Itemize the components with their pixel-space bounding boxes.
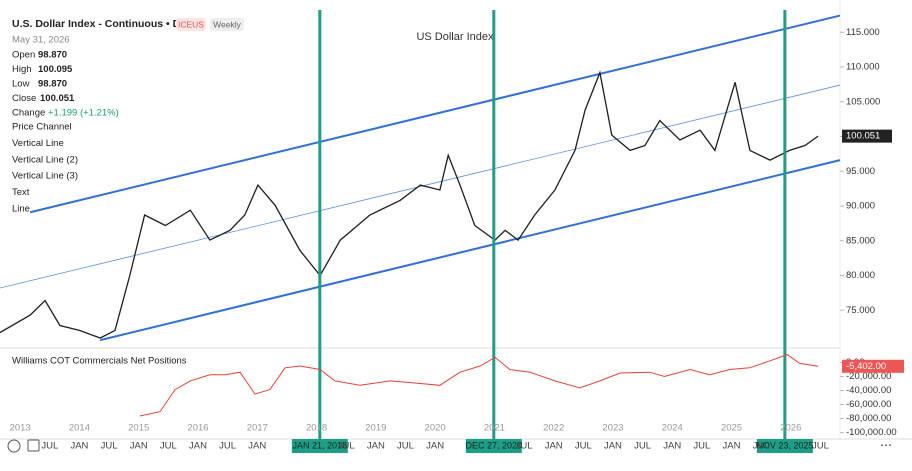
x-tick-label: JUL (693, 441, 710, 452)
ohlc-value: 100.095 (38, 64, 73, 75)
change: +1.199 (+1.21%) (48, 108, 119, 119)
price-tag (842, 129, 892, 143)
x-tick-label: JUL (160, 441, 177, 452)
x-tick-label: JAN (189, 441, 207, 452)
y-tick-label: 105.000 (846, 96, 880, 107)
y-tick-label: -40,000.00 (846, 385, 891, 396)
drawing-item: Vertical Line (12, 138, 64, 149)
date-tag-label: NOV 23, 2025 (756, 440, 813, 450)
x-tick-label: JAN (604, 441, 622, 452)
channel-line (0, 84, 841, 289)
ohlc-value: 98.870 (38, 79, 67, 90)
x-tick-label: JUL (338, 441, 355, 452)
x-tick-label: JUL (101, 441, 118, 452)
interval: Weekly (213, 19, 241, 29)
drawing-item: Line (12, 204, 30, 215)
x-tick-label: JAN (723, 441, 741, 452)
drawing-item: Price Channel (12, 122, 72, 133)
channel-line (29, 14, 841, 214)
calendar-icon[interactable] (27, 439, 40, 452)
year-label: 2025 (721, 423, 742, 434)
x-tick-label: JAN (545, 441, 563, 452)
channel-line (99, 159, 841, 342)
date: May 31, 2026 (12, 35, 70, 46)
year-label: 2017 (247, 423, 268, 434)
x-tick-label: JUL (575, 441, 592, 452)
year-label: 2015 (128, 423, 149, 434)
price-tag (842, 359, 904, 373)
price-tag-label: -5,402.00 (846, 361, 886, 372)
date-tag (756, 439, 813, 453)
year-label: 2018 (306, 423, 327, 434)
series-line (0, 70, 819, 339)
ohlc-label: Close (12, 93, 36, 104)
more-icon[interactable]: ⋯ (880, 438, 892, 452)
drawing-item: Vertical Line (2) (12, 154, 78, 165)
exchange: ICEUS (178, 19, 204, 29)
x-tick-label: JUL (219, 441, 236, 452)
change-label: Change (12, 108, 45, 119)
badge (176, 18, 206, 31)
header: U.S. Dollar Index - Continuous • DX_1 IC… (12, 18, 244, 119)
year-label: 2020 (425, 423, 446, 434)
y-tick-label: 85.000 (846, 235, 875, 246)
series-line (139, 354, 819, 417)
year-label: 2023 (602, 423, 623, 434)
x-tick-label: JAN (70, 441, 88, 452)
y-tick-label: 75.000 (846, 305, 875, 316)
ohlc-label: High (12, 64, 32, 75)
year-label: 2021 (484, 423, 505, 434)
x-tick-label: JUL (812, 441, 829, 452)
annotation: US Dollar Index (416, 31, 494, 43)
y-tick-label: 95.000 (846, 166, 875, 177)
y-tick-label: -20,000.00 (846, 371, 891, 382)
ohlc-value: 100.051 (40, 93, 75, 104)
badge (210, 18, 244, 31)
x-tick-label: JAN (130, 441, 148, 452)
year-label: 2014 (69, 423, 90, 434)
x-tick-label: JUL (753, 441, 770, 452)
year-label: 2026 (780, 423, 801, 434)
x-tick-label: JUL (397, 441, 414, 452)
price-tag-label: 100.051 (846, 131, 880, 142)
ohlc-label: Open (12, 50, 35, 61)
title: U.S. Dollar Index - Continuous • DX_1 (12, 18, 199, 30)
y-tick-label: 115.000 (846, 27, 880, 38)
x-tick-label: JUL (634, 441, 651, 452)
year-label: 2013 (10, 423, 31, 434)
year-label: 2024 (662, 423, 683, 434)
x-tick-label: JAN (248, 441, 266, 452)
y-tick-label: -60,000.00 (846, 399, 891, 410)
ohlc-label: Low (12, 79, 30, 90)
ohlc-value: 98.870 (38, 50, 67, 61)
date-tag-label: JAN 21, 2018 (293, 440, 348, 450)
pane-title: Williams COT Commercials Net Positions (12, 356, 187, 367)
y-tick-label: 90.000 (846, 201, 875, 212)
x-tick-label: JUL (41, 441, 58, 452)
drawing-item: Text (12, 187, 30, 198)
y-tick-label: -100,000.00 (846, 427, 897, 438)
x-tick-label: JAN (426, 441, 444, 452)
x-tick-label: JAN (663, 441, 681, 452)
x-tick-label: JAN (367, 441, 385, 452)
y-tick-label: 80.000 (846, 270, 875, 281)
year-label: 2016 (187, 423, 208, 434)
date-tag (291, 439, 348, 453)
y-tick-label: -80,000.00 (846, 413, 891, 424)
drawing-item: Vertical Line (3) (12, 171, 78, 182)
toolbar: ⋯ (7, 438, 892, 453)
year-label: 2022 (543, 423, 564, 434)
date-tag (465, 439, 522, 453)
date-tag-label: DEC 27, 2020 (466, 440, 523, 450)
x-tick-label: JUL (516, 441, 533, 452)
y-tick-label: 110.000 (846, 62, 880, 73)
year-label: 2019 (365, 423, 386, 434)
settings-icon[interactable] (7, 439, 21, 453)
